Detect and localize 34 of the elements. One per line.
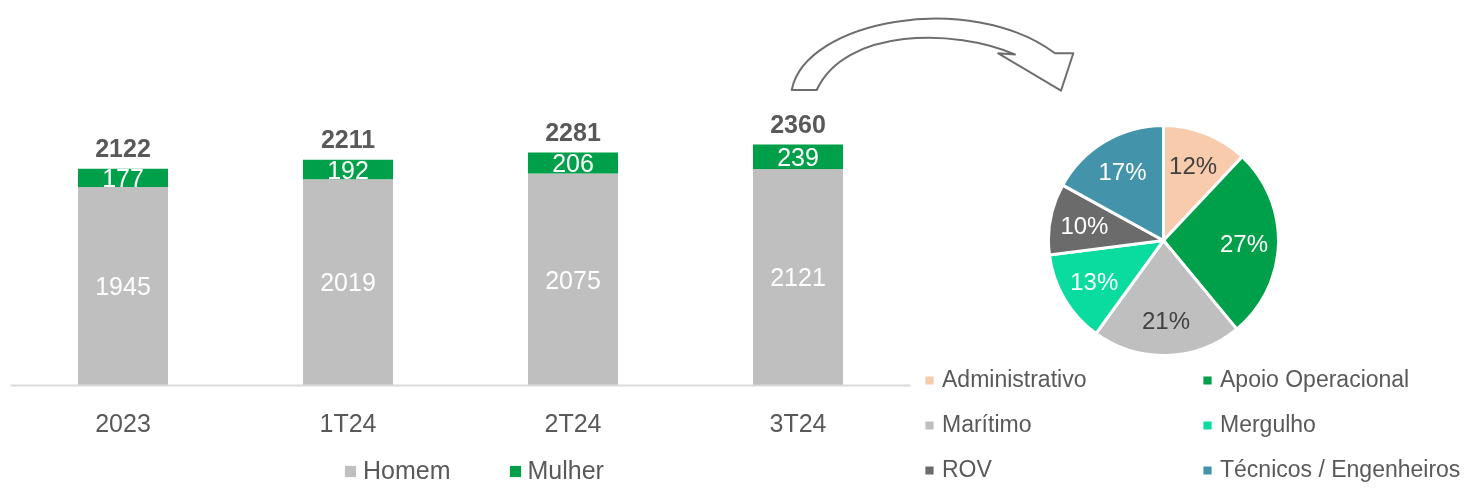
- x-tick-label: 2T24: [544, 408, 602, 437]
- data-label: 206: [552, 149, 594, 178]
- bar: [78, 186, 168, 386]
- total-label: 2122: [95, 133, 151, 162]
- data-label: 12%: [1169, 152, 1218, 180]
- data-label: 2075: [545, 265, 601, 294]
- bar: [303, 179, 393, 386]
- legend-label: Mulher: [527, 456, 604, 485]
- legend-label: Administrativo: [942, 366, 1088, 393]
- bar: [528, 173, 618, 386]
- data-label: 13%: [1070, 267, 1119, 295]
- legend-label: Marítimo: [942, 411, 1033, 438]
- data-label: 10%: [1060, 211, 1109, 239]
- legend-label: ROV: [942, 456, 993, 483]
- total-label: 2360: [770, 109, 826, 138]
- x-tick-label: 3T24: [769, 408, 827, 437]
- total-label: 2211: [320, 124, 376, 153]
- data-label: 27%: [1219, 229, 1268, 257]
- x-tick-label: 1T24: [319, 408, 377, 437]
- data-label: 177: [102, 163, 144, 192]
- legend-label: Mergulho: [1220, 411, 1317, 438]
- data-label: 2121: [770, 263, 826, 292]
- bar: [753, 168, 843, 386]
- data-label: 1945: [95, 272, 151, 301]
- x-tick-label: 2023: [95, 408, 151, 437]
- legend-label: Homem: [363, 456, 451, 485]
- data-label: 192: [327, 155, 369, 184]
- data-label: 17%: [1098, 157, 1147, 185]
- data-label: 2019: [320, 268, 376, 297]
- legend-label: Técnicos / Engenheiros: [1220, 456, 1461, 483]
- total-label: 2281: [545, 117, 601, 146]
- data-label: 239: [777, 142, 819, 171]
- legend-label: Apoio Operacional: [1220, 366, 1411, 393]
- data-label: 21%: [1142, 307, 1191, 335]
